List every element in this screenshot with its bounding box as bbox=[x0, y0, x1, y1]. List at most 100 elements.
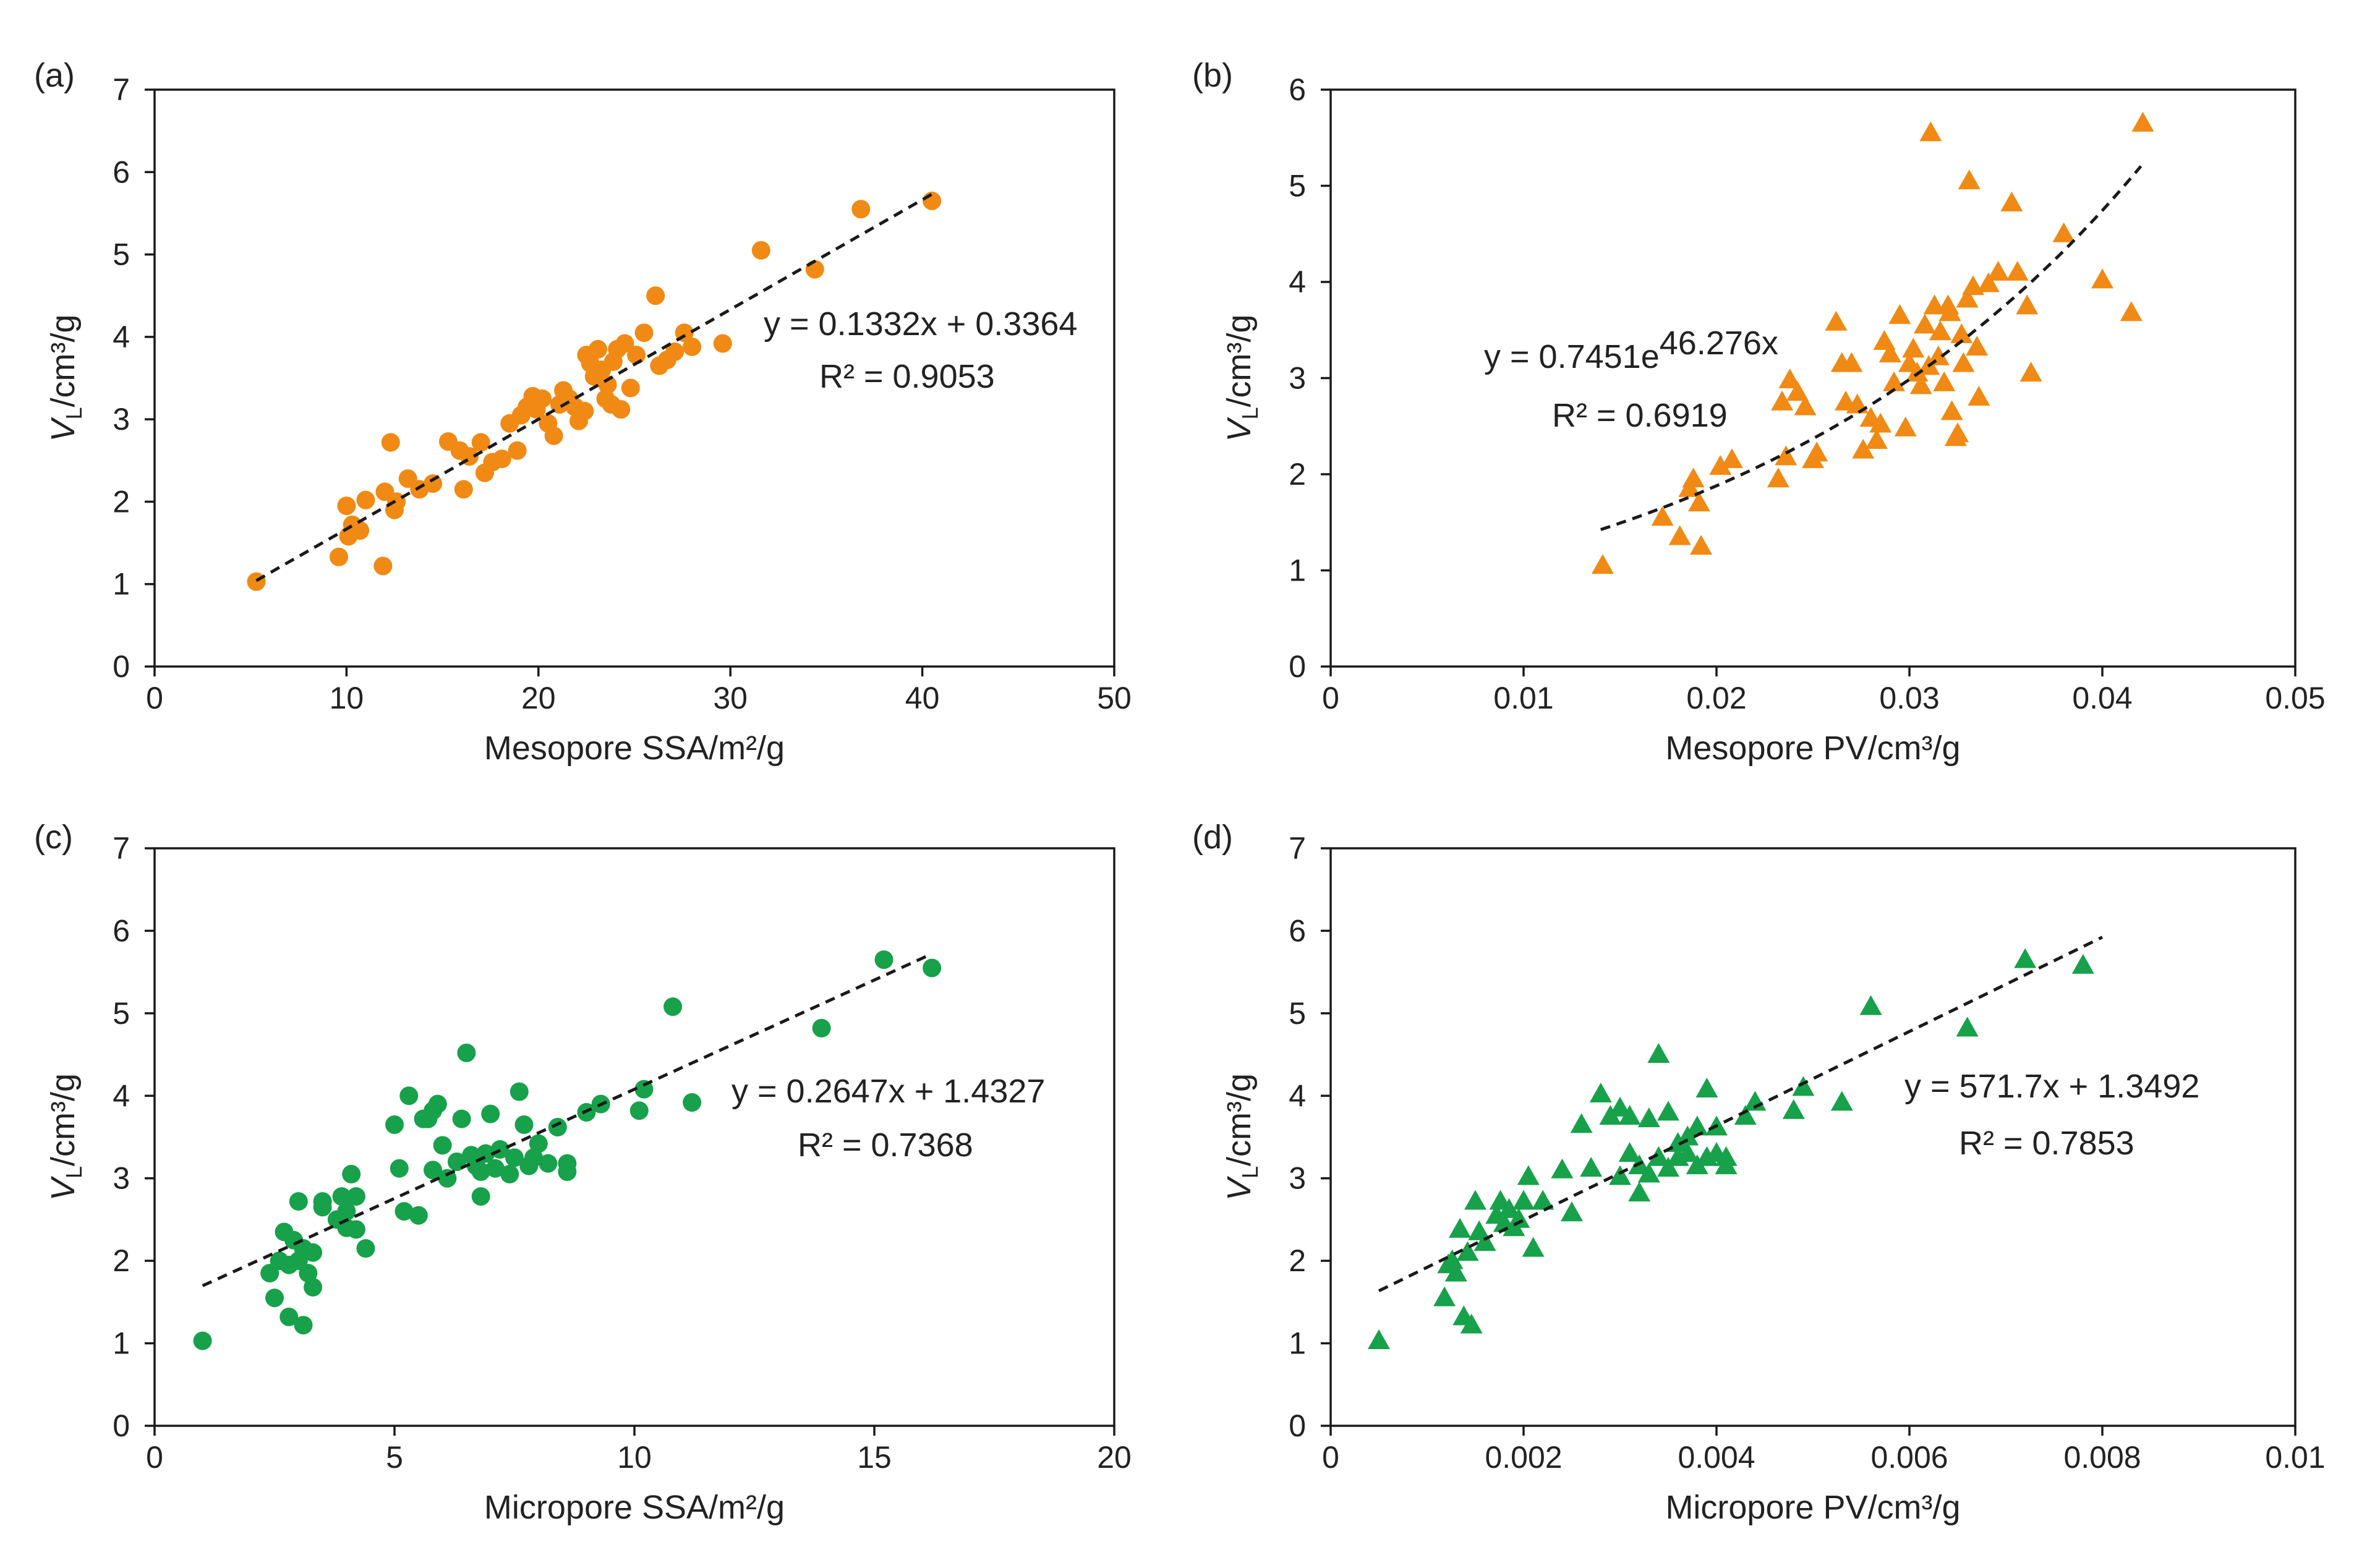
data-point bbox=[851, 200, 871, 219]
panel-label: (b) bbox=[1192, 57, 1233, 94]
data-point bbox=[1449, 1217, 1472, 1238]
y-axis-unit: /cm³/g bbox=[45, 1073, 82, 1166]
data-point bbox=[1859, 995, 1882, 1015]
data-point bbox=[452, 1109, 471, 1128]
data-point bbox=[1686, 1115, 1708, 1136]
data-point bbox=[346, 1220, 365, 1239]
data-point bbox=[713, 334, 732, 353]
data-point bbox=[332, 1187, 351, 1206]
panel-b: 0 0.01 0.02 0.03 0.04 0.05 0 1 2 3 4 5 6 Mesopore PV/… bbox=[1192, 57, 2326, 767]
x-tick-label: 0.05 bbox=[2265, 681, 2325, 715]
y-tick-label: 6 bbox=[1289, 72, 1306, 107]
y-tick-label: 4 bbox=[1289, 1078, 1306, 1113]
y-tick-label: 5 bbox=[113, 996, 130, 1031]
x-tick-label: 0.002 bbox=[1485, 1440, 1562, 1475]
data-point bbox=[457, 1043, 476, 1062]
data-point bbox=[1938, 301, 1961, 322]
data-point bbox=[751, 241, 770, 260]
x-tick-label: 0.02 bbox=[1686, 681, 1746, 715]
data-point bbox=[346, 1187, 365, 1206]
data-point bbox=[485, 1159, 505, 1178]
y-axis-unit: /cm³/g bbox=[1221, 314, 1258, 407]
trend-equation-exponent: 46.276x bbox=[1660, 325, 1778, 362]
r-squared: R² = 0.7368 bbox=[798, 1127, 973, 1164]
data-point bbox=[2006, 260, 2029, 281]
x-tick-label: 15 bbox=[857, 1440, 892, 1475]
data-point bbox=[424, 1161, 443, 1180]
data-point bbox=[1794, 395, 1817, 415]
plot-area bbox=[153, 847, 1115, 1427]
trend-equation: y = 0.1332x + 0.3364 bbox=[764, 305, 1077, 343]
data-point bbox=[1441, 1249, 1464, 1269]
x-axis-label: Micropore PV/cm³/g bbox=[1665, 1489, 1960, 1526]
y-tick-label: 5 bbox=[1289, 169, 1306, 203]
y-tick-label: 3 bbox=[1289, 1161, 1306, 1196]
data-point bbox=[299, 1264, 318, 1283]
y-axis-subscript: L bbox=[1237, 1166, 1263, 1178]
trend-equation: y = 0.7451e46.276x bbox=[1484, 325, 1778, 375]
data-point bbox=[2014, 948, 2037, 968]
data-point bbox=[621, 378, 640, 398]
data-point bbox=[1906, 362, 1929, 382]
data-point bbox=[1498, 1198, 1520, 1218]
x-tick-label: 0 bbox=[146, 681, 163, 715]
x-tick-label: 0 bbox=[146, 1440, 163, 1475]
data-point bbox=[356, 490, 375, 509]
plot-area bbox=[1329, 88, 2296, 668]
data-point bbox=[1668, 525, 1691, 545]
data-point bbox=[634, 1080, 654, 1099]
x-tick-label: 10 bbox=[330, 681, 364, 715]
data-point bbox=[1682, 467, 1705, 488]
data-point bbox=[665, 342, 684, 361]
data-point bbox=[1767, 467, 1789, 488]
y-axis-label: VL/cm³/g bbox=[1221, 314, 1263, 441]
data-point bbox=[505, 1148, 524, 1167]
data-point bbox=[923, 191, 942, 210]
data-point bbox=[1570, 1113, 1593, 1133]
y-axis-unit: /cm³/g bbox=[1221, 1073, 1258, 1166]
data-point bbox=[598, 375, 617, 394]
data-point bbox=[1507, 1208, 1530, 1228]
data-point bbox=[1734, 1105, 1757, 1125]
y-axis-label: VL/cm³/g bbox=[1221, 1073, 1263, 1201]
data-point bbox=[1651, 506, 1674, 526]
data-point bbox=[1919, 121, 1942, 142]
data-point bbox=[492, 450, 511, 469]
x-tick-label: 0.01 bbox=[1493, 681, 1553, 715]
data-point bbox=[1637, 1107, 1660, 1128]
r-squared: R² = 0.7853 bbox=[1959, 1125, 2134, 1162]
y-tick-label: 0 bbox=[1289, 649, 1306, 684]
data-point bbox=[1865, 429, 1888, 450]
data-point bbox=[1647, 1043, 1670, 1063]
data-point bbox=[1591, 554, 1614, 574]
y-tick-label: 1 bbox=[113, 567, 130, 602]
y-tick-label: 0 bbox=[113, 1408, 130, 1443]
data-point bbox=[454, 480, 473, 499]
data-point bbox=[373, 556, 393, 576]
data-point bbox=[544, 426, 563, 445]
y-axis-subscript: L bbox=[61, 407, 87, 419]
data-point bbox=[265, 1289, 284, 1308]
y-tick-label: 3 bbox=[1289, 361, 1306, 396]
data-point bbox=[329, 547, 348, 566]
trendline bbox=[1378, 935, 2104, 1293]
data-point bbox=[471, 1162, 490, 1182]
data-point bbox=[1628, 1182, 1651, 1202]
y-tick-label: 7 bbox=[113, 72, 130, 107]
trend-equation: y = 0.2647x + 1.4327 bbox=[731, 1073, 1045, 1110]
y-tick-label: 5 bbox=[1289, 996, 1306, 1031]
x-tick-label: 30 bbox=[713, 681, 748, 715]
data-point bbox=[1840, 352, 1863, 372]
x-tick-label: 20 bbox=[1097, 1440, 1132, 1475]
trend-equation-main: y = 0.2647x + 1.4327 bbox=[731, 1073, 1045, 1110]
data-point bbox=[683, 1093, 702, 1112]
data-point bbox=[575, 401, 594, 420]
data-point bbox=[2052, 222, 2075, 242]
data-point bbox=[289, 1192, 308, 1211]
data-point bbox=[1618, 1105, 1641, 1125]
data-point bbox=[923, 958, 942, 978]
data-point bbox=[1902, 338, 1925, 358]
data-point bbox=[1561, 1201, 1583, 1222]
data-point bbox=[337, 1202, 356, 1221]
